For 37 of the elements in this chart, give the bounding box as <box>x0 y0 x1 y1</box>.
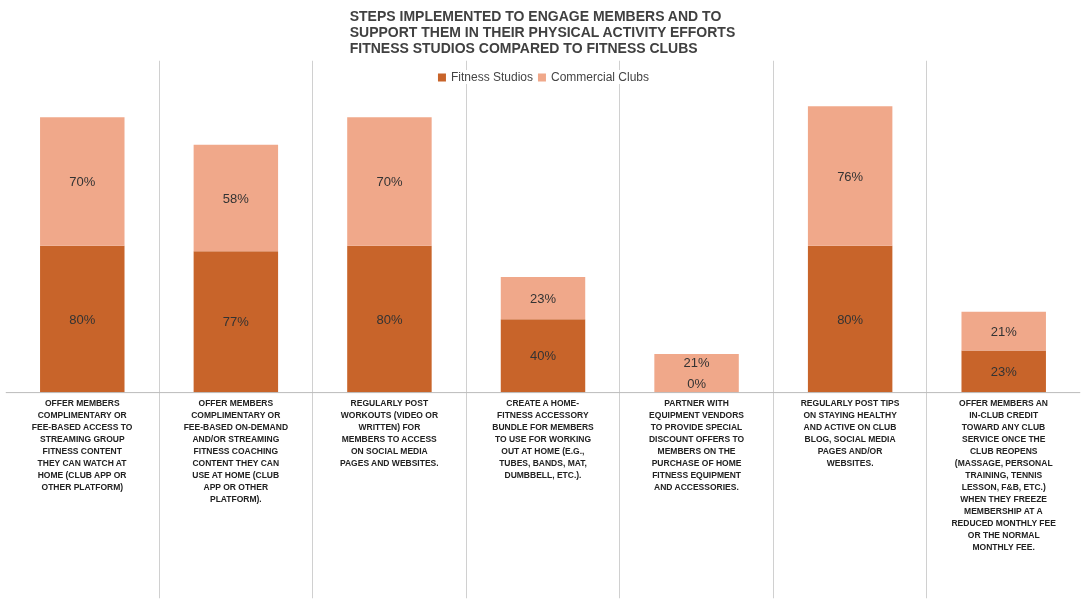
bar <box>500 319 586 393</box>
bar <box>654 354 739 393</box>
data-label: 58% <box>222 190 250 206</box>
data-label: 70% <box>69 174 96 190</box>
legend-label: Commercial Clubs <box>551 70 650 84</box>
category-label: OFFER MEMBERS COMPLIMENTARY OR FEE-BASED ON-DEMAND AND/OR STREAMING FITNESS COACHING CONTENT THEY CAN USE AT HOME (CLUB APP OR OTHER PLATFORM). <box>183 397 289 504</box>
bar <box>347 117 432 246</box>
data-label: 21% <box>990 323 1018 339</box>
x-tick-label: REGULARLY POST TIPS ON STAYING HEALTHY AND ACTIVE ON CLUB BLOG, SOCIAL MEDIA PAGES AND/OR WEBSITES. <box>800 397 900 468</box>
bar <box>961 311 1046 351</box>
data-label: 23% <box>529 290 557 306</box>
category-label: OFFER MEMBERS AN IN-CLUB CREDIT TOWARD ANY CLUB SERVICE ONCE THE CLUB REOPENS (MASSAGE, PERSONAL TRAINING, TENNIS LESSON, F&B, ETC.) WHEN THEY FREEZE MEMBERSHIP AT A REDUCED MONTHLY FEE OR THE NORMAL MONTHLY FEE. <box>951 397 1056 552</box>
data-label: 23% <box>990 363 1018 379</box>
data-label: 80% <box>376 311 403 327</box>
data-label: 0% <box>687 376 707 392</box>
data-label: 70% <box>376 174 403 190</box>
legend-label: Fitness Studios <box>450 70 534 84</box>
chart-title: STEPS IMPLEMENTED TO ENGAGE MEMBERS AND TO SUPPORT THEM IN THEIR PHYSICAL ACTIVITY EFFORTS FITNESS STUDIOS COMPARED TO FITNESS CLUBS <box>349 7 736 56</box>
data-label: 80% <box>69 311 96 327</box>
bar <box>500 276 586 320</box>
bar <box>40 245 125 393</box>
bar <box>961 350 1046 393</box>
data-label: 40% <box>529 348 557 364</box>
data-label: 76% <box>837 168 864 184</box>
data-label: 21% <box>683 355 711 371</box>
bar <box>807 245 893 393</box>
data-label: 80% <box>837 311 864 327</box>
x-tick-label: PARTNER WITH EQUIPMENT VENDORS TO PROVIDE SPECIAL DISCOUNT OFFERS TO MEMBERS ON THE PURCHASE OF HOME FITNESS EQUIPMENT AND ACCESSORIES. <box>648 397 745 492</box>
x-tick-label: OFFER MEMBERS COMPLIMENTARY OR FEE-BASED ACCESS TO STREAMING GROUP FITNESS CONTENT THEY CAN WATCH AT HOME (CLUB APP OR OTHER PLATFORM) <box>31 397 133 492</box>
bar <box>193 144 279 252</box>
bar <box>193 251 279 393</box>
bar <box>40 117 125 246</box>
data-label: 77% <box>222 314 250 330</box>
bar <box>807 106 893 246</box>
bar <box>347 245 432 393</box>
x-tick-label: REGULARLY POST WORKOUTS (VIDEO OR WRITTEN) FOR MEMBERS TO ACCESS ON SOCIAL MEDIA PAGES AND WEBSITES. <box>339 397 439 468</box>
x-tick-label: CREATE A HOME-FITNESS ACCESSORY BUNDLE FOR MEMBERS TO USE FOR WORKING OUT AT HOME (E.G., TUBES, BANDS, MAT, DUMBBELL, ETC.). <box>492 397 595 480</box>
